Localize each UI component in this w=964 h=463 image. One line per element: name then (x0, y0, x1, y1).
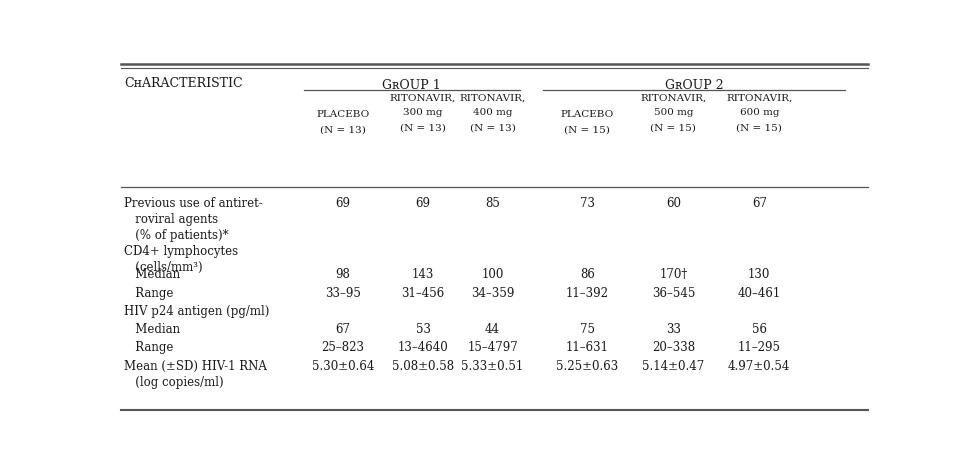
Text: 143: 143 (412, 268, 434, 281)
Text: (N = 13): (N = 13) (469, 123, 516, 132)
Text: RITONAVIR,: RITONAVIR, (460, 93, 525, 102)
Text: 98: 98 (335, 268, 351, 281)
Text: 67: 67 (752, 196, 766, 209)
Text: (N = 15): (N = 15) (651, 123, 696, 132)
Text: 20–338: 20–338 (652, 340, 695, 353)
Text: PLACEBO: PLACEBO (561, 110, 614, 119)
Text: RITONAVIR,: RITONAVIR, (726, 93, 792, 102)
Text: 5.33±0.51: 5.33±0.51 (462, 359, 523, 372)
Text: 56: 56 (752, 322, 766, 335)
Text: 11–631: 11–631 (566, 340, 609, 353)
Text: Range: Range (124, 340, 174, 353)
Text: 31–456: 31–456 (401, 286, 444, 299)
Text: 67: 67 (335, 322, 351, 335)
Text: 13–4640: 13–4640 (398, 340, 448, 353)
Text: 60: 60 (666, 196, 681, 209)
Text: (N = 13): (N = 13) (320, 125, 366, 134)
Text: Median: Median (124, 268, 180, 281)
Text: 5.25±0.63: 5.25±0.63 (556, 359, 619, 372)
Text: 69: 69 (415, 196, 431, 209)
Text: 36–545: 36–545 (652, 286, 695, 299)
Text: 15–4797: 15–4797 (468, 340, 518, 353)
Text: 100: 100 (481, 268, 504, 281)
Text: 300 mg: 300 mg (403, 108, 442, 117)
Text: HIV p24 antigen (pg/ml): HIV p24 antigen (pg/ml) (124, 305, 270, 318)
Text: 44: 44 (485, 322, 500, 335)
Text: 33–95: 33–95 (325, 286, 362, 299)
Text: 500 mg: 500 mg (654, 108, 693, 117)
Text: Median: Median (124, 322, 180, 335)
Text: 75: 75 (580, 322, 595, 335)
Text: 130: 130 (748, 268, 770, 281)
Text: Range: Range (124, 286, 174, 299)
Text: PLACEBO: PLACEBO (316, 110, 370, 119)
Text: 85: 85 (485, 196, 500, 209)
Text: 5.08±0.58: 5.08±0.58 (392, 359, 454, 372)
Text: RITONAVIR,: RITONAVIR, (640, 93, 707, 102)
Text: 5.30±0.64: 5.30±0.64 (312, 359, 374, 372)
Text: 53: 53 (415, 322, 431, 335)
Text: 400 mg: 400 mg (472, 108, 512, 117)
Text: 25–823: 25–823 (322, 340, 364, 353)
Text: (N = 13): (N = 13) (400, 123, 446, 132)
Text: (N = 15): (N = 15) (736, 123, 782, 132)
Text: 33: 33 (666, 322, 681, 335)
Text: 69: 69 (335, 196, 351, 209)
Text: CD4+ lymphocytes
   (cells/mm³): CD4+ lymphocytes (cells/mm³) (124, 244, 238, 274)
Text: 11–392: 11–392 (566, 286, 609, 299)
Text: (N = 15): (N = 15) (565, 125, 610, 134)
Text: GʀOUP 1: GʀOUP 1 (383, 79, 442, 92)
Text: 40–461: 40–461 (737, 286, 781, 299)
Text: 170†: 170† (659, 268, 687, 281)
Text: 73: 73 (580, 196, 595, 209)
Text: 11–295: 11–295 (737, 340, 781, 353)
Text: 34–359: 34–359 (470, 286, 514, 299)
Text: CʜARACTERISTIC: CʜARACTERISTIC (124, 77, 243, 90)
Text: 600 mg: 600 mg (739, 108, 779, 117)
Text: RITONAVIR,: RITONAVIR, (390, 93, 456, 102)
Text: 4.97±0.54: 4.97±0.54 (728, 359, 790, 372)
Text: 5.14±0.47: 5.14±0.47 (642, 359, 705, 372)
Text: GʀOUP 2: GʀOUP 2 (665, 79, 724, 92)
Text: Previous use of antiret-
   roviral agents
   (% of patients)*: Previous use of antiret- roviral agents … (124, 196, 263, 241)
Text: 86: 86 (580, 268, 595, 281)
Text: Mean (±SD) HIV-1 RNA
   (log copies/ml): Mean (±SD) HIV-1 RNA (log copies/ml) (124, 359, 267, 388)
